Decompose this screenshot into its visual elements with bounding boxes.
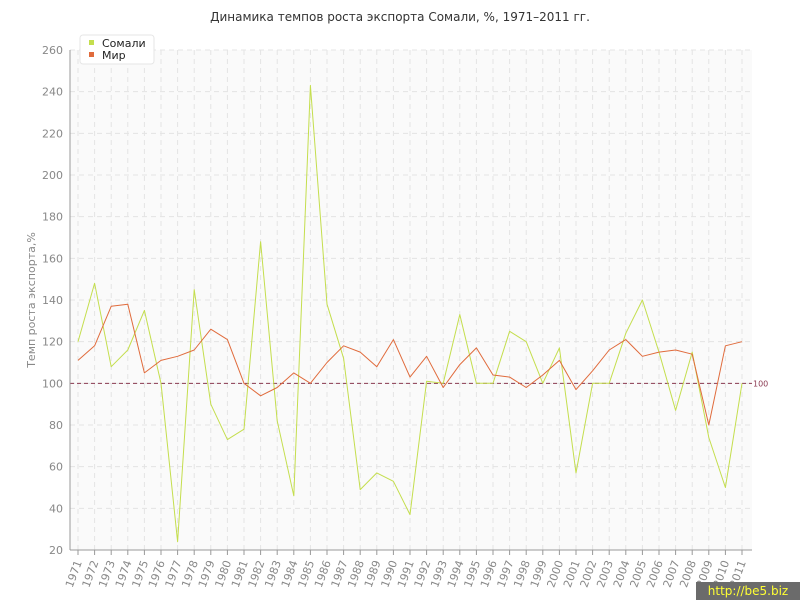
series-line-somalia (77, 84, 743, 543)
y-tick-label: 120 (42, 336, 63, 349)
y-tick-label: 260 (42, 44, 63, 57)
legend-label-somalia[interactable]: Сомали (102, 37, 146, 50)
y-tick-label: 140 (42, 294, 63, 307)
grid (70, 49, 752, 550)
y-tick-label: 180 (42, 211, 63, 224)
y-tick-label: 220 (42, 127, 63, 140)
series-line-world (77, 303, 743, 426)
axes (69, 50, 752, 551)
x-axis-ticks: 1971197219731974197519761977197819791980… (63, 550, 749, 589)
y-tick-label: 100 (42, 377, 63, 390)
y-tick-label: 200 (42, 169, 63, 182)
y-tick-label: 80 (49, 419, 63, 432)
y-tick-label: 240 (42, 86, 63, 99)
series-group (77, 84, 743, 543)
legend[interactable]: Сомали Мир (79, 34, 155, 65)
y-axis-ticks: 20 40 60 80 100 120 140 160 180 200 220 240 260 (42, 44, 63, 557)
reference-line-label: 100 (753, 379, 768, 388)
y-tick-label: 20 (49, 544, 63, 557)
y-axis-label: Темп роста экспорта,% (25, 232, 38, 369)
legend-box (79, 34, 155, 65)
y-tick-label: 60 (49, 461, 63, 474)
legend-swatch-world (89, 52, 94, 57)
y-tick-label: 160 (42, 252, 63, 265)
legend-swatch-somalia (89, 40, 94, 45)
reference-line-group: 100 (70, 379, 768, 388)
site-watermark: http://be5.biz (696, 582, 800, 600)
chart-title: Динамика темпов роста экспорта Сомали, %… (210, 10, 590, 24)
y-tick-label: 40 (49, 502, 63, 515)
legend-label-world[interactable]: Мир (102, 49, 126, 62)
